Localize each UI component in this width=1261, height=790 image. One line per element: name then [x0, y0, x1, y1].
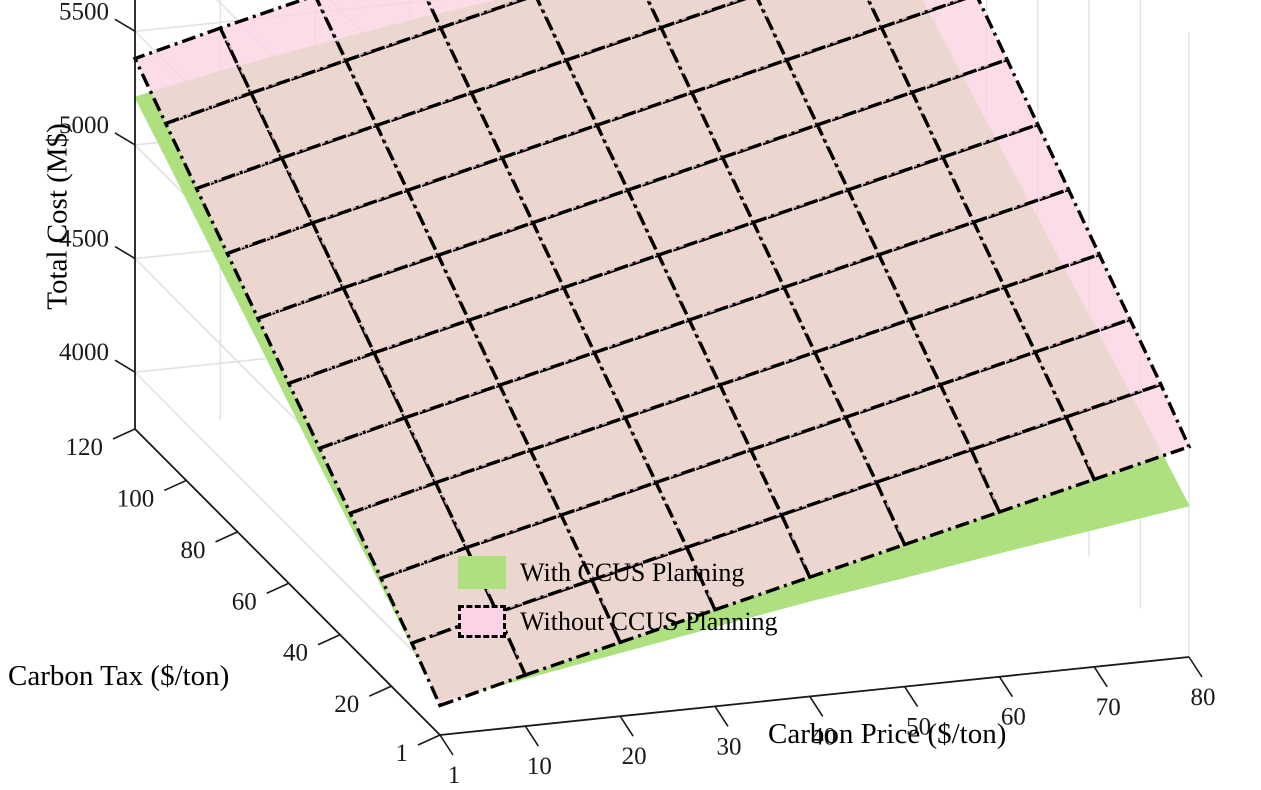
legend-item-with-ccus[interactable]: With CCUS Planning [458, 556, 778, 589]
svg-text:60: 60 [1001, 704, 1026, 731]
legend-label-without-ccus: Without CCUS Planning [520, 606, 778, 636]
svg-text:60: 60 [232, 588, 257, 615]
legend-item-without-ccus[interactable]: Without CCUS Planning [458, 605, 778, 638]
legend-swatch-with-ccus [458, 556, 506, 589]
svg-text:40: 40 [283, 640, 308, 667]
x-axis-title: Carbon Price ($/ton) [768, 718, 1007, 750]
svg-text:50: 50 [906, 714, 931, 741]
svg-text:10: 10 [527, 753, 552, 780]
svg-text:80: 80 [181, 537, 206, 564]
svg-text:5500: 5500 [59, 0, 109, 25]
svg-text:4000: 4000 [59, 339, 109, 366]
svg-text:30: 30 [716, 733, 741, 760]
y-axis-title: Carbon Tax ($/ton) [8, 660, 230, 692]
svg-text:70: 70 [1096, 694, 1121, 721]
legend-swatch-without-ccus [458, 605, 506, 638]
svg-text:1: 1 [396, 740, 409, 767]
svg-text:120: 120 [66, 434, 104, 461]
legend-label-with-ccus: With CCUS Planning [520, 557, 745, 587]
chart-legend: With CCUS Planning Without CCUS Planning [458, 556, 778, 638]
axis-tick-labels: 1 10 20 30 40 50 60 70 8012040608010012040004500… [59, 0, 1216, 789]
svg-text:1: 1 [448, 762, 461, 789]
surface-without-ccus [132, 0, 1192, 708]
svg-text:100: 100 [117, 485, 155, 512]
z-axis-title: Total Cost (M$) [41, 123, 74, 310]
svg-text:20: 20 [622, 743, 647, 770]
svg-text:80: 80 [1191, 684, 1216, 711]
svg-text:40: 40 [811, 723, 836, 750]
svg-text:5000: 5000 [59, 112, 109, 139]
svg-text:20: 20 [334, 691, 359, 718]
svg-text:4500: 4500 [59, 226, 109, 253]
